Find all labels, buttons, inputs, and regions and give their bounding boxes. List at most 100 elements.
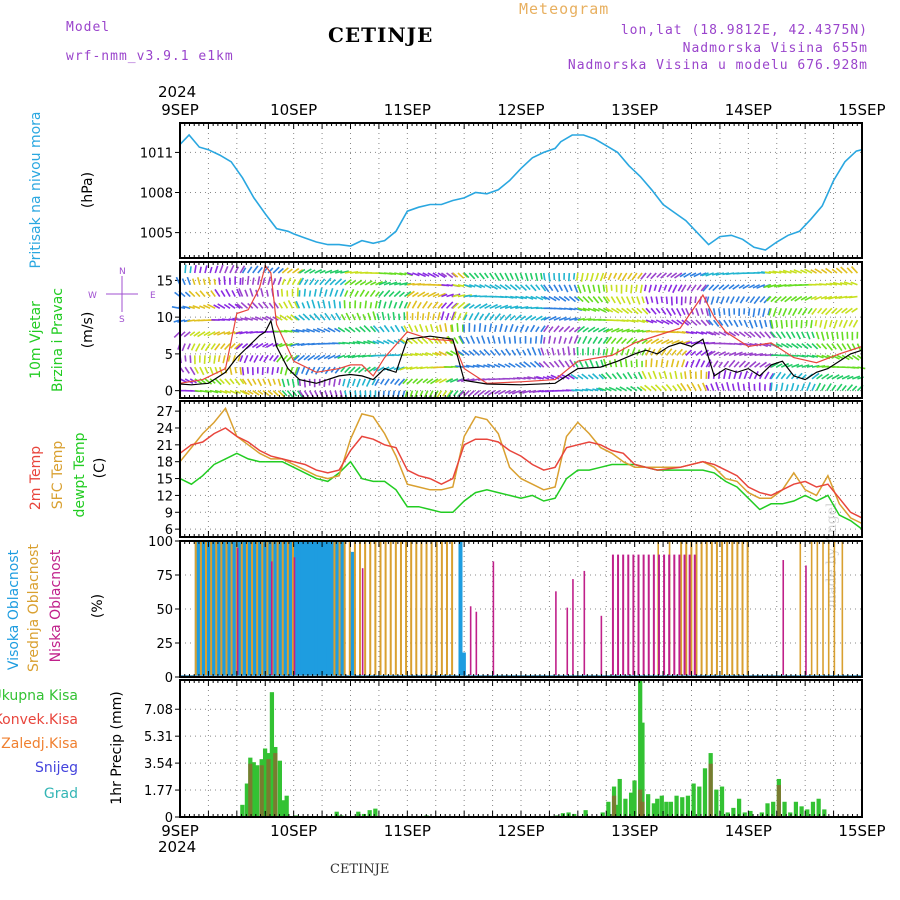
wind-arrow xyxy=(658,284,663,293)
wind-arrow xyxy=(209,266,213,274)
compass-south-label: S xyxy=(119,315,125,325)
wind-arrow xyxy=(182,305,191,310)
wind-arrow xyxy=(764,319,768,328)
wind-arrow xyxy=(363,340,371,345)
wind-arrow xyxy=(452,302,459,309)
wind-arrow xyxy=(655,359,658,368)
wind-arrow xyxy=(700,349,709,357)
wind-arrow xyxy=(749,296,756,304)
wind-arrow xyxy=(237,355,241,362)
wind-arrow xyxy=(754,353,764,357)
wind-arrow xyxy=(229,366,233,375)
wind-speed-line xyxy=(179,319,863,386)
wind-arrow xyxy=(223,303,231,309)
wind-arrow xyxy=(208,355,211,363)
wind-arrow xyxy=(563,295,570,302)
wind-arrow xyxy=(743,370,749,380)
wind-arrow xyxy=(652,370,658,380)
wind-arrow xyxy=(263,354,269,363)
wind-arrow xyxy=(333,299,336,309)
wind-arrow xyxy=(624,359,628,368)
wind-arrow xyxy=(733,361,740,368)
wind-arrow xyxy=(219,264,224,274)
precip-total-bar xyxy=(680,797,685,817)
wind-arrow xyxy=(631,347,636,356)
wind-arrow xyxy=(758,319,763,329)
wind-arrow xyxy=(409,390,414,397)
wind-arrow xyxy=(441,293,448,298)
wind-arrow xyxy=(280,288,284,297)
cloud-bar-mid xyxy=(359,541,362,677)
wind-arrow xyxy=(440,311,445,321)
wind-arrow xyxy=(732,284,740,290)
wind-arrow xyxy=(427,338,434,345)
wind-arrow xyxy=(291,378,295,388)
wind-arrow xyxy=(213,278,217,285)
wind-arrow xyxy=(825,267,833,274)
wind-arrow xyxy=(468,350,475,356)
wind-arrow xyxy=(414,390,419,399)
wind-arrow xyxy=(383,281,391,286)
wind-arrow xyxy=(215,389,222,394)
precip-total-bar xyxy=(674,795,679,817)
cloud-bar-high xyxy=(461,652,466,677)
cloud-bar-mid xyxy=(210,541,213,677)
wind-arrow xyxy=(801,364,810,368)
wind-arrow xyxy=(600,373,607,380)
wind-arrow xyxy=(548,335,552,344)
wind-arrow xyxy=(575,388,584,392)
wind-arrow xyxy=(700,331,708,335)
wind-arrow xyxy=(660,358,664,368)
wind-arrow xyxy=(267,378,272,387)
cloud-bar-high xyxy=(252,541,257,677)
wind-arrow xyxy=(484,284,492,289)
wind-arrow xyxy=(753,371,759,380)
wind-arrow xyxy=(363,324,371,333)
wind-arrow xyxy=(412,291,419,298)
wind-arrow xyxy=(493,363,501,368)
wind-arrow xyxy=(253,354,259,363)
wind-arrow xyxy=(457,350,465,357)
wind-arrow xyxy=(239,378,245,385)
precip-total-bar xyxy=(748,810,753,817)
wind-arrow xyxy=(534,360,542,368)
wind-arrow xyxy=(695,358,701,368)
wind-arrow xyxy=(340,314,346,321)
cloud-bar-mid xyxy=(420,541,423,677)
wind-arrow xyxy=(540,325,546,333)
wind-arrow xyxy=(277,390,286,398)
wind-arrow xyxy=(457,272,465,279)
wind-arrow xyxy=(811,307,818,316)
wind-arrow xyxy=(540,284,547,292)
wind-arrow xyxy=(295,328,305,333)
wind-arrow xyxy=(728,371,732,380)
wind-arrow xyxy=(770,372,776,380)
wind-arrow xyxy=(262,390,270,397)
wind-arrow xyxy=(553,360,560,368)
wind-arrow xyxy=(403,325,409,333)
wind-arrow xyxy=(605,307,614,313)
wind-arrow xyxy=(658,372,663,380)
cloud-bar-mid xyxy=(369,541,372,677)
day-tick-top-3: 12SEP xyxy=(497,101,544,119)
precip-legend-2: Zaledj.Kisa xyxy=(1,736,78,752)
wind-arrow xyxy=(701,272,709,277)
wind-arrow xyxy=(494,389,501,395)
wind-arrow xyxy=(631,272,638,281)
station-title: CETINJE xyxy=(328,23,434,47)
wind-arrow xyxy=(639,284,643,294)
wind-arrow xyxy=(399,282,408,286)
wind-arrow xyxy=(272,378,276,385)
wind-arrow xyxy=(287,300,294,309)
wind-arrow xyxy=(471,378,480,382)
wind-arrow xyxy=(281,278,286,286)
wind-arrow xyxy=(810,269,817,274)
wind-arrow xyxy=(380,378,385,385)
wind-arrow xyxy=(772,308,777,317)
wind-arrow xyxy=(626,307,633,314)
wind-arrow xyxy=(422,272,430,277)
wind-arrow xyxy=(411,300,418,309)
wind-arrow xyxy=(735,296,740,303)
wind-arrow xyxy=(825,331,830,340)
wind-arrow xyxy=(558,326,565,333)
